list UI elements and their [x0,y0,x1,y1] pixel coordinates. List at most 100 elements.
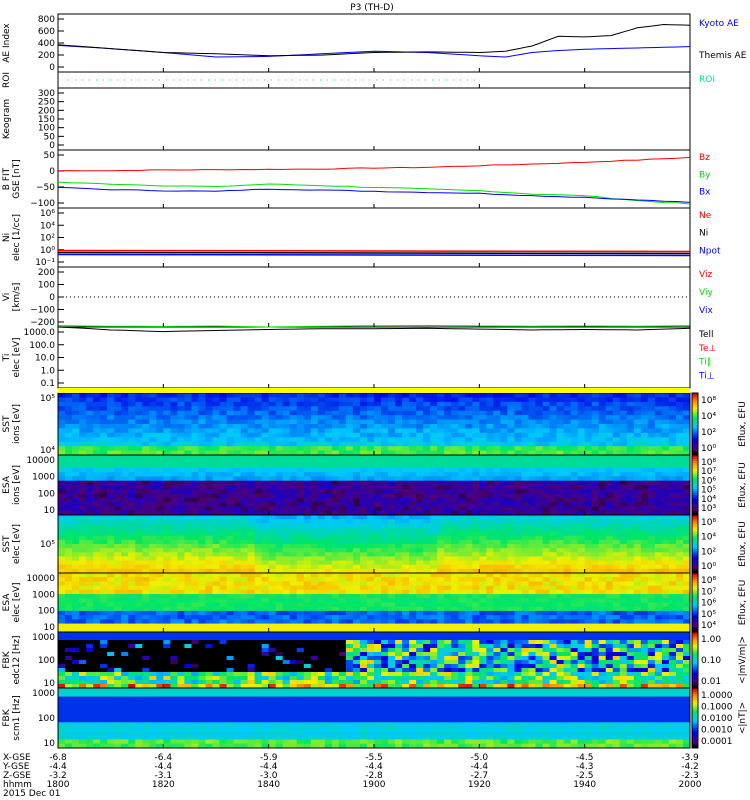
spectrogram-cell [598,560,607,566]
spectrogram-cell [374,548,382,553]
colorbar-segment [692,430,698,433]
spectrogram-cell [93,428,101,434]
spectrogram-cell [514,410,522,416]
spectrogram-cell [640,432,649,438]
spectrogram-cell [395,556,403,562]
spectrogram-cell [100,463,108,469]
spectrogram-cell [121,419,129,425]
spectrogram-cell [416,627,424,633]
spectrogram-cell [556,552,565,557]
spectrogram-cell [72,544,80,549]
spectrogram-cell [114,493,122,499]
spectrogram-cell [528,564,537,570]
spectrogram-cell [444,472,452,477]
spectrogram-cell [198,581,206,587]
spectrogram-cell [317,493,326,499]
colorbar-segment [692,467,698,470]
spectrogram-cell [177,480,185,486]
spectrogram-cell [156,523,164,528]
spectrogram-cell [374,581,382,587]
colorbar-segment [692,544,698,547]
spectrogram-cell [521,510,529,516]
spectrogram-cell [345,589,354,595]
spectrogram-cell [86,424,94,429]
spectrogram-cell [324,564,333,570]
spectrogram-cell [86,527,94,533]
spectrogram-cell [654,401,663,407]
spectrogram-cell [395,552,403,557]
spectrogram-cell [647,476,656,482]
spectrogram-cell [402,393,410,398]
spectrogram-cell [324,544,333,549]
spectrogram-cell [282,455,291,460]
spectrogram-cell [528,463,537,469]
spectrogram-cell [58,610,66,616]
spectrogram-cell [479,610,487,616]
spectrogram-cell [317,535,326,541]
spectrogram-cell [472,463,480,469]
spectrogram-cell [58,463,66,469]
spectrogram-cell [444,428,452,434]
spectrogram-cell [444,615,452,620]
spectrogram-cell [591,441,600,447]
spectrogram-cell [184,406,192,412]
spectrogram-cell [240,515,249,520]
spectrogram-cell [528,577,537,582]
spectrogram-cell [289,531,298,537]
spectrogram-cell [268,602,277,608]
spectrogram-cell [584,564,593,570]
spectrogram-cell [598,515,607,520]
spectrogram-cell [507,598,515,603]
spectrogram-cell [423,493,431,499]
spectrogram-cell [500,527,508,533]
spectrogram-cell [324,415,333,421]
spectrogram-cell [570,527,579,533]
spectrogram-cell [184,397,192,403]
spectrogram-cell [296,432,305,438]
spectrogram-cell [100,594,108,599]
spectrogram-cell [324,585,333,591]
spectrogram-cell [121,455,129,460]
spectrogram-cell [219,419,228,425]
spectrogram-cell [633,497,642,503]
spectrogram-cell [233,410,242,416]
spectrogram-cell [359,627,368,633]
spectrogram-cell [549,432,558,438]
spectrogram-cell [310,446,319,452]
spectrogram-cell [191,531,199,537]
spectrogram-cell [486,401,494,407]
spectrogram-cell [626,506,635,512]
spectrogram-cell [79,419,87,425]
series-line [57,156,691,172]
spectrogram-cell [177,406,185,412]
spectrogram-cell [72,585,80,591]
spectrogram-cell [149,594,157,599]
spectrogram-cell [289,410,298,416]
spectrogram-cell [549,459,558,465]
spectrogram-cell [598,552,607,557]
spectrogram-cell [72,463,80,469]
spectrogram-cell [352,489,361,495]
spectrogram-cell [549,467,558,473]
spectrogram-cell [191,577,199,582]
spectrogram-cell [324,506,333,512]
spectrogram-cell [647,544,656,549]
spectrogram-cell [142,432,150,438]
spectrogram-cell [303,568,312,574]
spectrogram-cell [675,531,684,537]
spectrogram-cell [563,410,572,416]
spectrogram-cell [451,564,459,570]
spectrogram-cell [619,476,628,482]
spectrogram-cell [191,527,199,533]
spectrogram-cell [521,610,529,616]
spectrogram-cell [275,476,284,482]
spectrogram-cell [121,560,129,566]
spectrogram-cell [395,450,403,456]
spectrogram-cell [205,497,213,503]
spectrogram-cell [675,424,684,429]
spectrogram-cell [135,598,143,603]
spectrogram-cell [268,428,277,434]
spectrogram-cell [507,506,515,512]
spectrogram-cell [605,424,614,429]
spectrogram-cell [507,450,515,456]
